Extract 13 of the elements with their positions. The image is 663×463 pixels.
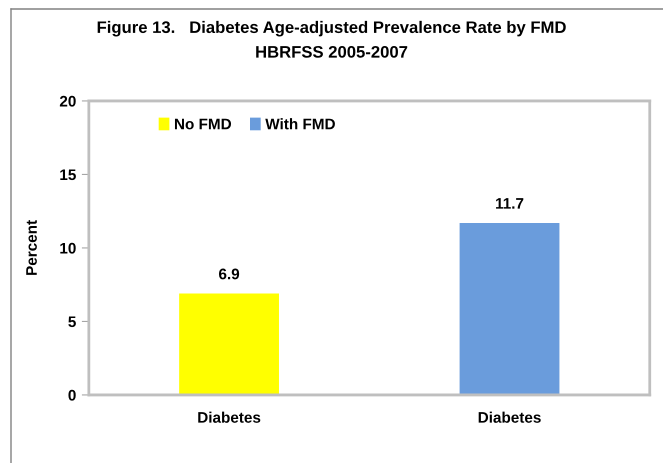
data-label: 11.7 <box>496 198 524 209</box>
data-label: 6.9 <box>219 268 240 280</box>
y-axis-title: Percent <box>26 220 37 275</box>
y-tick-label: 5 <box>68 316 76 328</box>
legend-label: With FMD <box>265 118 335 130</box>
legend-label: No FMD <box>174 118 232 130</box>
y-tick-label: 10 <box>60 242 76 254</box>
x-tick-label: Diabetes <box>198 412 260 423</box>
y-tick-label: 0 <box>68 390 76 401</box>
x-tick-label: Diabetes <box>478 412 541 423</box>
chart-title: Figure 13. Diabetes Age-adjusted Prevalence Rate by FMD HBRFSS 2005-2007 <box>98 20 566 58</box>
y-tick-label: 15 <box>60 169 76 180</box>
y-tick-label: 20 <box>60 96 76 107</box>
